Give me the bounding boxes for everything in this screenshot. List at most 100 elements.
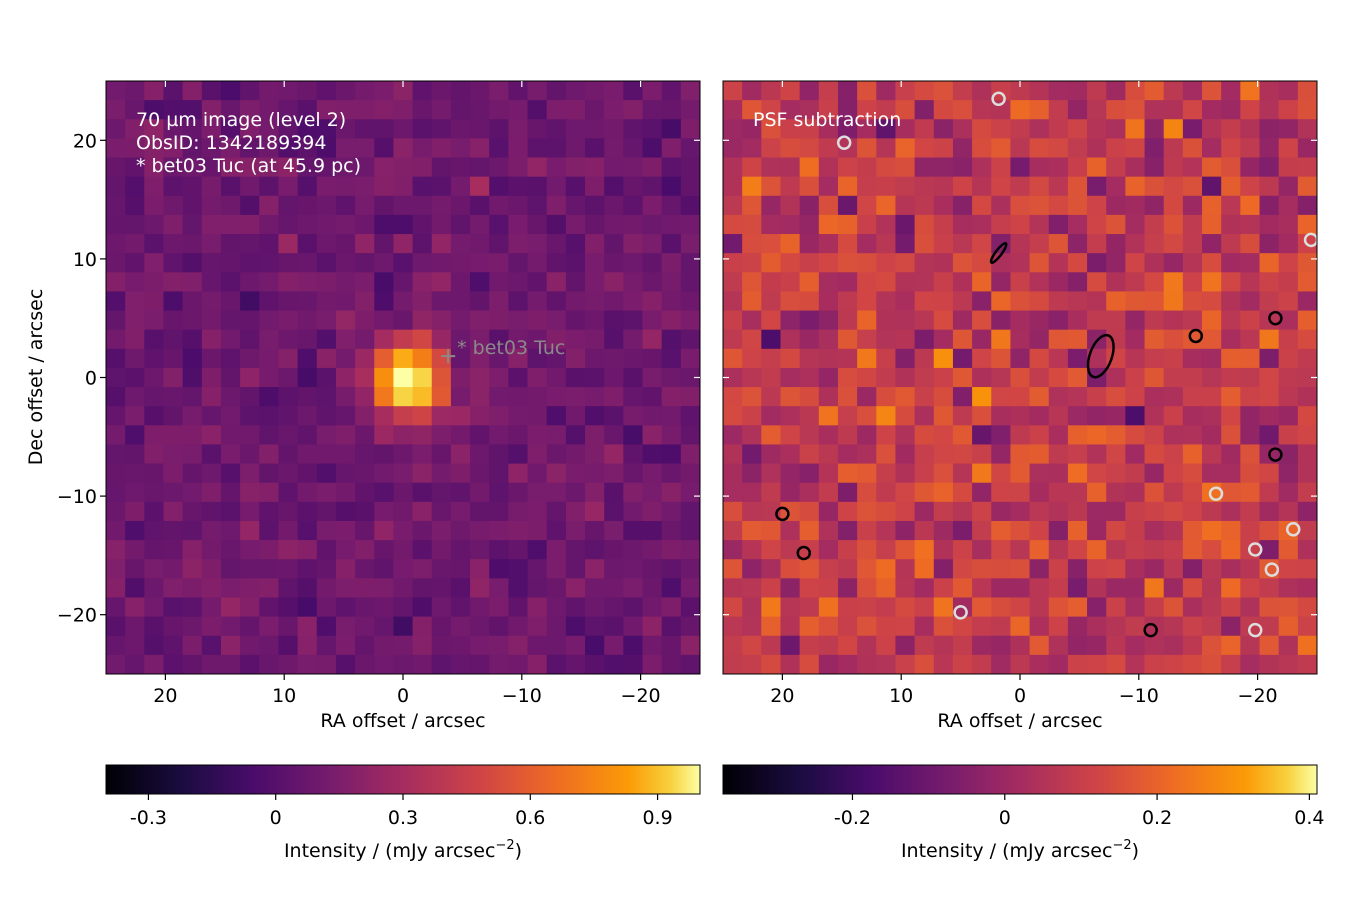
heatmap-cell xyxy=(1240,81,1261,101)
heatmap-cell xyxy=(1202,119,1222,139)
heatmap-cell xyxy=(723,501,743,522)
heatmap-cell xyxy=(1029,482,1050,503)
heatmap-cell xyxy=(259,310,280,331)
heatmap-cell xyxy=(1010,214,1031,235)
heatmap-cell xyxy=(220,138,241,159)
heatmap-cell xyxy=(144,387,165,407)
heatmap-cell xyxy=(914,406,935,426)
heatmap-cell xyxy=(393,291,414,312)
heatmap-cell xyxy=(1259,81,1280,101)
heatmap-cell xyxy=(182,463,203,484)
heatmap-cell xyxy=(144,482,165,503)
heatmap-cell xyxy=(546,367,567,388)
heatmap-cell xyxy=(952,157,973,178)
heatmap-cell xyxy=(546,482,567,503)
heatmap-cell xyxy=(623,578,644,599)
heatmap-cell xyxy=(355,578,375,599)
heatmap-cell xyxy=(818,406,839,426)
heatmap-cell xyxy=(799,234,820,254)
heatmap-cell xyxy=(585,214,605,235)
heatmap-cell xyxy=(1106,520,1126,541)
heatmap-cell xyxy=(818,578,839,599)
heatmap-cell xyxy=(335,253,356,273)
heatmap-cell xyxy=(144,425,165,446)
heatmap-cell xyxy=(623,406,644,426)
heatmap-cell xyxy=(1125,291,1146,312)
heatmap-cell xyxy=(680,501,700,522)
heatmap-cell xyxy=(780,272,801,293)
heatmap-cell xyxy=(604,329,624,350)
heatmap-cell xyxy=(412,348,433,369)
heatmap-cell xyxy=(742,367,762,388)
heatmap-cell xyxy=(1106,482,1126,503)
heatmap-cell xyxy=(742,578,762,599)
heatmap-cell xyxy=(412,291,433,312)
heatmap-cell xyxy=(565,367,586,388)
heatmap-cell xyxy=(585,482,605,503)
heatmap-cell xyxy=(565,195,586,216)
heatmap-cell xyxy=(991,119,1012,139)
heatmap-cell xyxy=(220,195,241,216)
heatmap-cell xyxy=(642,367,663,388)
heatmap-cell xyxy=(316,501,337,522)
heatmap-cell xyxy=(431,119,452,139)
heatmap-cell xyxy=(546,348,567,369)
heatmap-cell xyxy=(259,444,280,465)
heatmap-cell xyxy=(201,176,222,197)
heatmap-cell xyxy=(125,482,145,503)
heatmap-cell xyxy=(374,291,395,312)
heatmap-cell xyxy=(125,119,145,139)
heatmap-cell xyxy=(1106,463,1126,484)
heatmap-cell xyxy=(125,540,145,560)
heatmap-cell xyxy=(393,195,414,216)
heatmap-cell xyxy=(201,195,222,216)
heatmap-cell xyxy=(240,272,260,293)
heatmap-cell xyxy=(201,138,222,159)
heatmap-cell xyxy=(780,463,801,484)
heatmap-cell xyxy=(1106,559,1126,579)
heatmap-cell xyxy=(742,195,762,216)
heatmap-cell xyxy=(661,367,682,388)
heatmap-cell xyxy=(1087,195,1107,216)
heatmap-cell xyxy=(680,81,700,101)
heatmap-cell xyxy=(642,597,663,618)
heatmap-cell xyxy=(604,272,624,293)
heatmap-cell xyxy=(412,100,433,120)
heatmap-cell xyxy=(876,214,897,235)
heatmap-cell xyxy=(278,272,299,293)
heatmap-cell xyxy=(450,482,471,503)
heatmap-cell xyxy=(661,559,682,579)
heatmap-cell xyxy=(1163,100,1184,120)
heatmap-cell xyxy=(818,195,839,216)
heatmap-cell xyxy=(623,482,644,503)
heatmap-cell xyxy=(604,253,624,273)
heatmap-cell xyxy=(1010,559,1031,579)
heatmap-cell xyxy=(508,291,529,312)
heatmap-cell xyxy=(742,253,762,273)
heatmap-cell xyxy=(1010,444,1031,465)
heatmap-cell xyxy=(914,329,935,350)
heatmap-cell xyxy=(876,501,897,522)
heatmap-cell xyxy=(1144,406,1165,426)
x-tick-label: −20 xyxy=(621,685,661,707)
heatmap-cell xyxy=(991,463,1012,484)
heatmap-cell xyxy=(876,367,897,388)
heatmap-cell xyxy=(623,253,644,273)
heatmap-cell xyxy=(1144,463,1165,484)
heatmap-cell xyxy=(1278,81,1299,101)
heatmap-cell xyxy=(106,463,126,484)
heatmap-cell xyxy=(278,387,299,407)
x-tick-label: 0 xyxy=(397,685,409,707)
heatmap-cell xyxy=(1240,157,1261,178)
heatmap-cell xyxy=(952,616,973,637)
heatmap-cell xyxy=(335,597,356,618)
heatmap-cell xyxy=(163,635,184,656)
heatmap-cell xyxy=(1297,654,1317,674)
heatmap-cell xyxy=(144,138,165,159)
heatmap-cell xyxy=(1144,540,1165,560)
heatmap-cell xyxy=(144,195,165,216)
star-marker-cross xyxy=(441,349,456,364)
contour xyxy=(1086,333,1115,379)
heatmap-cell xyxy=(1010,387,1031,407)
heatmap-cell xyxy=(144,501,165,522)
